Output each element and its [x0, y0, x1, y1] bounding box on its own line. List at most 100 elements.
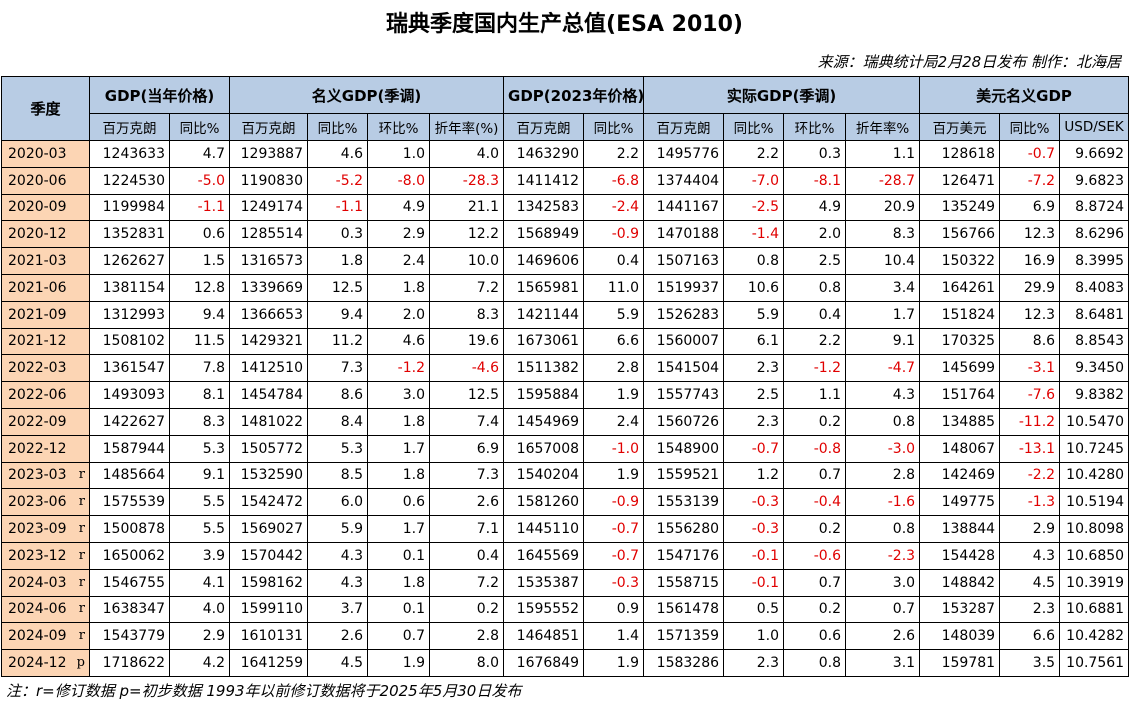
quarter-cell: 2024-03 r [1, 568, 90, 597]
value-cell: -6.8 [583, 166, 645, 195]
sub-header: 百万克朗 [503, 113, 585, 141]
value-cell: 11.2 [307, 327, 368, 356]
value-cell: 1519937 [643, 273, 725, 302]
value-cell: 7.2 [428, 273, 505, 302]
value-cell: 10.8098 [1059, 515, 1129, 543]
value-cell: 29.9 [999, 273, 1061, 302]
group-header: GDP(当年价格) [89, 76, 230, 114]
value-cell: 1.7 [367, 515, 430, 543]
value-cell: -0.8 [783, 434, 847, 463]
revision-flag: r [78, 547, 85, 563]
value-cell: -1.3 [999, 488, 1061, 517]
value-cell: -0.7 [723, 434, 785, 463]
value-cell: 1.8 [367, 568, 430, 597]
quarter: 2023-09 [8, 521, 67, 538]
value-cell: 10.6850 [1059, 541, 1129, 570]
data-row: 2024-03 r 1546755 4.1 1598162 4.3 1.8 7.2 153538… [1, 568, 1129, 597]
value-cell: 8.6481 [1059, 300, 1129, 329]
value-cell: -0.7 [583, 541, 645, 570]
value-cell: 2.3 [723, 407, 785, 436]
value-cell: 128618 [919, 140, 1001, 168]
quarter-cell: 2022-12 [1, 434, 90, 463]
quarter: 2020-09 [8, 199, 67, 216]
sub-header: 同比% [723, 113, 785, 141]
value-cell: 1342583 [503, 193, 585, 222]
value-cell: 0.6 [169, 220, 230, 249]
data-row: 2023-09 r 1500878 5.5 1569027 5.9 1.7 7.1 144511… [1, 515, 1129, 543]
value-cell: 156766 [919, 220, 1001, 249]
group-header: 实际GDP(季调) [643, 76, 921, 114]
value-cell: 151764 [919, 381, 1001, 409]
value-cell: 8.6 [307, 381, 368, 409]
value-cell: 0.2 [783, 515, 847, 543]
value-cell: 3.0 [367, 381, 430, 409]
value-cell: 12.5 [307, 273, 368, 302]
value-cell: 3.4 [845, 273, 921, 302]
value-cell: 1249174 [229, 193, 308, 222]
value-cell: 159781 [919, 649, 1001, 677]
value-cell: 4.7 [169, 140, 230, 168]
value-cell: 1463290 [503, 140, 585, 168]
quarter-cell: 2023-03 r [1, 461, 90, 490]
value-cell: -0.3 [583, 568, 645, 597]
quarter: 2024-09 [8, 628, 67, 645]
value-cell: 0.1 [367, 541, 430, 570]
value-cell: 1546755 [89, 568, 170, 597]
value-cell: 135249 [919, 193, 1001, 222]
data-row: 2023-12 r 1650062 3.9 1570442 4.3 0.1 0.4 164556… [1, 541, 1129, 570]
value-cell: 12.2 [428, 220, 505, 249]
value-cell: 1535387 [503, 568, 585, 597]
value-cell: 3.7 [307, 595, 368, 624]
value-cell: 9.1 [169, 461, 230, 490]
value-cell: 0.7 [783, 568, 847, 597]
value-cell: 134885 [919, 407, 1001, 436]
value-cell: 1.7 [845, 300, 921, 329]
value-cell: 10.7561 [1059, 649, 1129, 677]
value-cell: 1422627 [89, 407, 170, 436]
value-cell: -1.1 [169, 193, 230, 222]
value-cell: 10.3919 [1059, 568, 1129, 597]
value-cell: 20.9 [845, 193, 921, 222]
value-cell: 0.3 [307, 220, 368, 249]
value-cell: 1495776 [643, 140, 725, 168]
value-cell: 8.5 [307, 461, 368, 490]
value-cell: 1470188 [643, 220, 725, 249]
value-cell: 2.9 [999, 515, 1061, 543]
value-cell: 1374404 [643, 166, 725, 195]
value-cell: 1262627 [89, 247, 170, 275]
sub-header-row: 百万克朗 同比% 百万克朗 同比% 环比% 折年率(%) 百万克朗 同比% 百万克朗 同比% 环比%… [2, 113, 1129, 141]
value-cell: 4.2 [169, 649, 230, 677]
value-cell: -1.0 [583, 434, 645, 463]
value-cell: 1598162 [229, 568, 308, 597]
value-cell: 4.0 [428, 140, 505, 168]
value-cell: -8.0 [367, 166, 430, 195]
value-cell: 151824 [919, 300, 1001, 329]
quarter-cell: 2022-03 [1, 354, 90, 383]
value-cell: 1676849 [503, 649, 585, 677]
revision-flag: r [78, 574, 85, 590]
value-cell: 2.8 [845, 461, 921, 490]
value-cell: 5.3 [169, 434, 230, 463]
quarter: 2023-03 [8, 467, 67, 484]
corner-header: 季度 [1, 76, 90, 141]
footnote: 注：r=修订数据 p=初步数据 1993年以前修订数据将于2025年5月30日发… [6, 682, 522, 700]
data-row: 2021-06 1381154 12.8 1339669 12.5 1.8 7.2 15659… [1, 273, 1129, 302]
value-cell: -5.2 [307, 166, 368, 195]
quarter-cell: 2021-09 [1, 300, 90, 329]
value-cell: 138844 [919, 515, 1001, 543]
value-cell: 10.7245 [1059, 434, 1129, 463]
value-cell: 0.4 [583, 247, 645, 275]
value-cell: 1445110 [503, 515, 585, 543]
value-cell: 10.6 [723, 273, 785, 302]
value-cell: 1532590 [229, 461, 308, 490]
value-cell: 1481022 [229, 407, 308, 436]
data-row: 2024-06 r 1638347 4.0 1599110 3.7 0.1 0.2 159555… [1, 595, 1129, 624]
quarter-cell: 2024-12 p [1, 649, 90, 677]
value-cell: -28.3 [428, 166, 505, 195]
value-cell: 1.1 [783, 381, 847, 409]
quarter: 2022-03 [8, 360, 67, 377]
value-cell: 8.4 [307, 407, 368, 436]
value-cell: 8.3995 [1059, 247, 1129, 275]
value-cell: 154428 [919, 541, 1001, 570]
value-cell: 4.0 [169, 595, 230, 624]
